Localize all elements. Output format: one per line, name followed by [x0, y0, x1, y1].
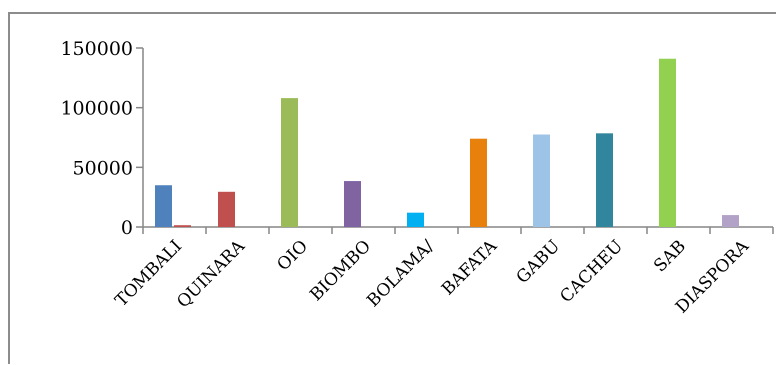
bar	[174, 225, 191, 227]
y-tick-label: 150000	[60, 38, 133, 60]
y-tick-label: 0	[121, 217, 133, 239]
x-category-label: CACHEU	[556, 236, 627, 307]
bar	[533, 134, 550, 227]
y-tick-label: 50000	[73, 157, 133, 179]
bar	[659, 58, 676, 227]
bar	[407, 212, 424, 227]
bar	[722, 215, 739, 227]
bar	[596, 133, 613, 227]
x-category-label: GABU	[513, 236, 564, 287]
x-category-label: SAB	[650, 236, 690, 276]
bar	[218, 191, 235, 227]
x-category-label: BOLAMA/	[363, 236, 438, 311]
bar	[344, 181, 361, 227]
x-category-label: QUINARA	[173, 236, 249, 312]
chart-frame	[8, 12, 776, 364]
bar	[281, 98, 298, 228]
y-tick-label: 100000	[60, 98, 133, 120]
x-category-label: BAFATA	[438, 236, 502, 300]
bar	[155, 185, 172, 227]
bar	[470, 138, 487, 227]
x-category-label: OIO	[273, 236, 312, 275]
